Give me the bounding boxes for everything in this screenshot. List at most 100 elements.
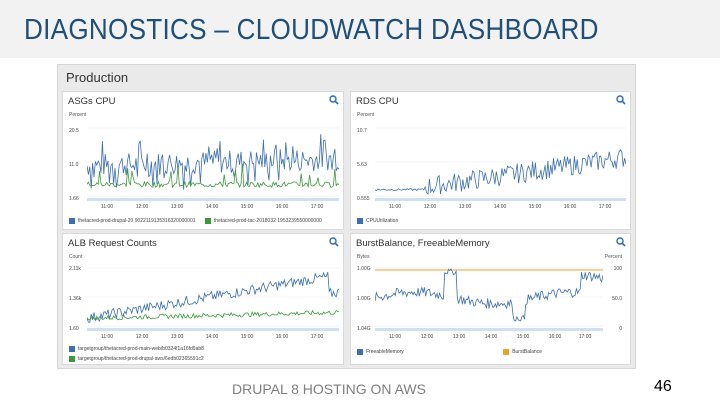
- x-tick-label: 16:00: [275, 204, 289, 210]
- legend-item[interactable]: BurstBalance: [503, 349, 542, 355]
- x-tick-label: 12:00: [135, 334, 149, 340]
- x-axis: 11:00 12:00 13:00 14:00 15:00 16:00 17:0…: [375, 204, 626, 212]
- dashboard-title: Production: [66, 70, 129, 85]
- y-tick-label: 1.00G: [357, 296, 371, 302]
- legend-label: CPUUtilization: [366, 218, 399, 224]
- y-axis-unit: Percent: [357, 112, 375, 118]
- legend-item[interactable]: thetacred-prod-tac-2018032 1953239550000…: [204, 218, 322, 224]
- zoom-icon[interactable]: [616, 95, 626, 105]
- chart-legend: thetacred-prod-drupal-20 902211913531632…: [69, 218, 330, 226]
- y-tick-label: 1.60: [69, 326, 79, 332]
- legend-swatch: [69, 346, 75, 352]
- x-axis: 11:00 12:00 13:00 14:00 15:00 16:00 17:0…: [87, 204, 339, 212]
- x-tick-label: 13:00: [170, 204, 184, 210]
- time-range-bar[interactable]: [375, 198, 626, 201]
- chart-legend: FreeableMemory BurstBalance: [357, 349, 627, 357]
- x-tick-label: 16:00: [548, 334, 562, 340]
- legend-item[interactable]: targetgroup/thetacred-prod-main-web/b032…: [69, 345, 204, 353]
- memory-line-chart[interactable]: [375, 262, 603, 332]
- x-tick-label: 14:00: [205, 204, 219, 210]
- x-tick-label: 16:00: [275, 334, 289, 340]
- x-tick-label: 11:00: [100, 204, 114, 210]
- x-axis: 11:00 12:00 13:00 14:00 15:00 16:00 17:0…: [87, 334, 339, 342]
- x-tick-label: 15:00: [528, 204, 542, 210]
- panel-alb-request-counts[interactable]: ALB Request Counts Count 2.11k 1.36k 1.6…: [62, 233, 344, 365]
- x-tick-label: 12:00: [420, 334, 434, 340]
- x-axis: 11:00 12:00 13:00 14:00 15:00 16:00 17:0…: [375, 334, 603, 342]
- cloudwatch-dashboard: Production ASGs CPU Percent 20.5 11.0 1.…: [57, 64, 636, 369]
- chart-legend: CPUUtilization: [357, 218, 406, 226]
- y-tick-label-right: 0: [619, 326, 622, 332]
- y-tick-label: 10.7: [357, 128, 367, 134]
- series-line-tac: [87, 163, 339, 189]
- x-tick-label: 16:00: [563, 204, 577, 210]
- x-tick-label: 15:00: [516, 334, 530, 340]
- slide-title: DIAGNOSTICS – CLOUDWATCH DASHBOARD: [24, 14, 599, 46]
- legend-swatch: [357, 218, 363, 224]
- request-count-line-chart[interactable]: [87, 262, 339, 332]
- cpu-line-chart[interactable]: [375, 122, 626, 202]
- zoom-icon[interactable]: [329, 237, 339, 247]
- x-tick-label: 14:00: [205, 334, 219, 340]
- x-tick-label: 15:00: [240, 334, 254, 340]
- x-tick-label: 11:00: [388, 204, 402, 210]
- legend-swatch: [204, 218, 211, 224]
- y-tick-label: 1.36k: [69, 296, 82, 302]
- y-tick-label: 5.63: [357, 162, 367, 168]
- x-tick-label: 17:00: [310, 204, 324, 210]
- x-tick-label: 14:00: [484, 334, 498, 340]
- y-tick-label-right: 100: [613, 266, 622, 272]
- y-tick-label-right: 50.0: [612, 296, 622, 302]
- x-tick-label: 11:00: [388, 334, 402, 340]
- x-tick-label: 17:00: [578, 334, 592, 340]
- zoom-icon[interactable]: [616, 237, 626, 247]
- panel-title: ALB Request Counts: [68, 238, 157, 249]
- legend-item[interactable]: thetacred-prod-drupal-20 902211913531632…: [69, 218, 196, 224]
- x-tick-label: 11:00: [100, 334, 114, 340]
- legend-swatch: [503, 349, 510, 355]
- panel-title: BurstBalance, FreeableMemory: [356, 238, 490, 249]
- x-tick-label: 13:00: [458, 204, 472, 210]
- slide-title-bar: DIAGNOSTICS – CLOUDWATCH DASHBOARD: [0, 0, 720, 58]
- legend-label: targetgroup/thetacred-prod-drupal-aws/6e…: [78, 356, 204, 362]
- legend-label: targetgroup/thetacred-prod-main-web/b032…: [78, 346, 204, 352]
- y-tick-label: 1.66: [69, 196, 79, 202]
- series-line-freeable-memory: [375, 268, 603, 322]
- y-tick-label: 1.04G: [357, 326, 371, 332]
- y-tick-label: 1.00G: [357, 266, 371, 272]
- chart-legend: targetgroup/thetacred-prod-main-web/b032…: [69, 345, 212, 364]
- zoom-icon[interactable]: [329, 95, 339, 105]
- y-tick-label: 2.11k: [69, 266, 81, 272]
- page-number: 46: [654, 378, 672, 395]
- x-tick-label: 15:00: [240, 204, 254, 210]
- y-axis-unit: Percent: [69, 112, 87, 118]
- x-tick-label: 12:00: [423, 204, 437, 210]
- cpu-line-chart[interactable]: [87, 122, 339, 202]
- x-tick-label: 13:00: [170, 334, 184, 340]
- legend-swatch: [69, 356, 75, 362]
- time-range-bar[interactable]: [87, 328, 339, 331]
- x-tick-label: 13:00: [452, 334, 466, 340]
- time-range-bar[interactable]: [375, 328, 603, 331]
- panel-burst-balance-freeable-memory[interactable]: BurstBalance, FreeableMemory Bytes Perce…: [350, 233, 631, 365]
- panel-asg-cpu[interactable]: ASGs CPU Percent 20.5 11.0 1.66 11:00 12…: [62, 91, 344, 230]
- panel-rds-cpu[interactable]: RDS CPU Percent 10.7 5.63 0.555 11:00 12…: [350, 91, 631, 230]
- legend-swatch: [357, 349, 363, 355]
- y-tick-label: 20.5: [69, 128, 79, 134]
- x-tick-label: 17:00: [598, 204, 612, 210]
- legend-label: thetacred-prod-tac-2018032 1953239550000…: [213, 218, 322, 224]
- series-line-drupal-aws: [87, 309, 339, 322]
- x-tick-label: 14:00: [493, 204, 507, 210]
- y-axis-unit-right: Percent: [604, 254, 622, 260]
- legend-item[interactable]: CPUUtilization: [357, 218, 398, 224]
- legend-item[interactable]: targetgroup/thetacred-prod-drupal-aws/6e…: [69, 355, 204, 363]
- legend-label: BurstBalance: [512, 349, 542, 355]
- legend-item[interactable]: FreeableMemory: [357, 349, 404, 355]
- series-line-cpu-utilization: [375, 149, 626, 195]
- time-range-bar[interactable]: [87, 198, 339, 201]
- y-axis-unit: Bytes: [357, 254, 370, 260]
- series-line-drupal: [87, 134, 339, 190]
- x-tick-label: 12:00: [135, 204, 149, 210]
- y-tick-label: 11.0: [69, 162, 79, 168]
- legend-label: thetacred-prod-drupal-20 902211913531632…: [78, 218, 196, 224]
